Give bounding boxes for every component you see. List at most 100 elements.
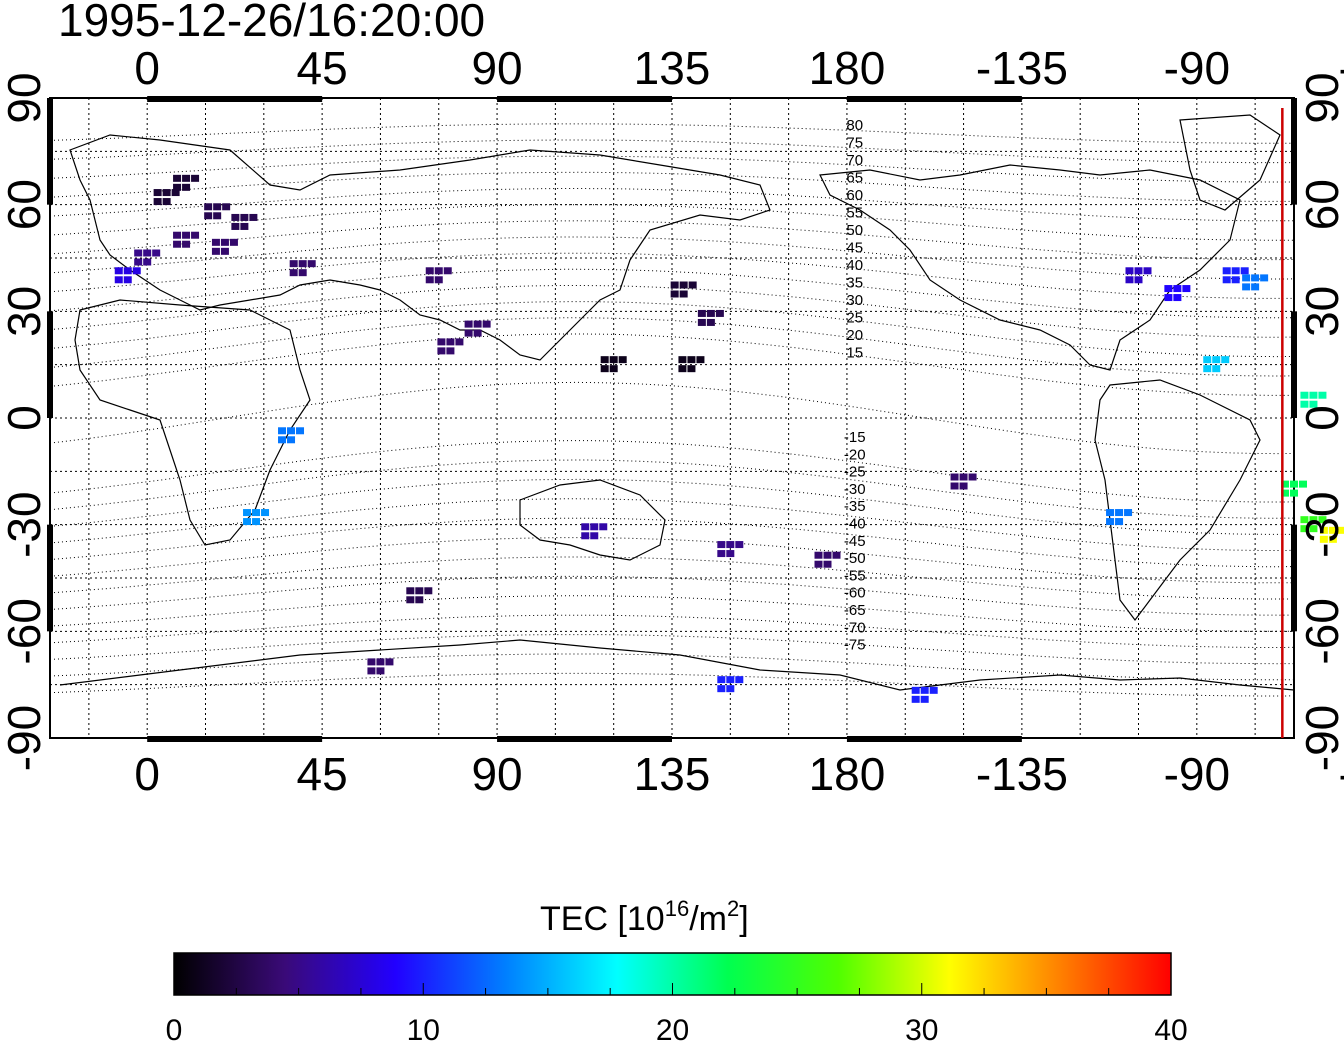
- lon-tick-label-top: 90: [471, 42, 522, 94]
- tec-observation-pixel: [182, 240, 191, 248]
- tec-observation-pixel: [1221, 356, 1230, 364]
- lon-tick-label-top: -90: [1164, 42, 1230, 94]
- tec-observation-pixel: [697, 309, 706, 317]
- lat-ticks-left: 90 60 30 0 -30 -60 -90: [0, 72, 50, 771]
- tec-observation-pixel: [153, 198, 162, 206]
- tec-observation-pixel: [950, 482, 959, 490]
- tec-observations: [114, 174, 1344, 703]
- tec-observation-pixel: [287, 436, 296, 444]
- colorbar-tick-label: 20: [656, 1014, 689, 1047]
- tec-observation-pixel: [600, 365, 609, 373]
- magnetic-latitude-label: -15: [844, 429, 866, 446]
- magnetic-latitude-line: [49, 317, 1295, 377]
- colorbar-label-end: ]: [739, 900, 748, 938]
- magnetic-latitude-label: -30: [844, 481, 866, 498]
- tec-observation-pixel: [278, 436, 287, 444]
- tec-observation-pixel: [289, 260, 298, 268]
- tec-observation-pixel: [609, 356, 618, 364]
- lon-tick-label-bottom: 45: [297, 748, 348, 800]
- tec-observation-pixel: [1319, 526, 1328, 534]
- tec-observation-pixel: [1124, 509, 1133, 517]
- tec-observation-pixel: [911, 695, 920, 703]
- coast-greenland: [1179, 114, 1281, 211]
- lat-tick-label-left: 0: [0, 405, 50, 431]
- tec-observation-pixel: [726, 550, 735, 558]
- tec-observation-pixel: [376, 658, 385, 666]
- colorbar-label-sup2: 2: [727, 896, 739, 921]
- tec-observation-pixel: [278, 427, 287, 435]
- magnetic-latitude-line: [49, 556, 1295, 600]
- tec-observation-pixel: [950, 473, 959, 481]
- timestamp-title: 1995-12-26/16:20:00: [58, 0, 485, 46]
- lat-tick-label-right: 60: [1296, 179, 1344, 230]
- lon-ticks-bottom: 0 45 90 135 180 -135 -90 -45: [134, 748, 1344, 800]
- tec-observation-pixel: [182, 174, 191, 182]
- tec-observation-pixel: [1281, 489, 1289, 497]
- magnetic-latitude-label: 70: [846, 152, 863, 169]
- tec-observation-pixel: [473, 329, 482, 337]
- magnetic-latitude-line: [49, 575, 1295, 616]
- tec-observation-pixel: [434, 276, 443, 284]
- magnetic-latitude-label: 20: [846, 327, 863, 344]
- tec-observation-pixel: [376, 667, 385, 675]
- tec-observation-pixel: [1134, 267, 1143, 275]
- tec-observation-pixel: [123, 267, 132, 275]
- lon-tick-label-top: -45: [1339, 42, 1344, 94]
- tec-observation-pixel: [726, 676, 735, 684]
- tec-observation-pixel: [1318, 516, 1327, 524]
- tec-observation-pixel: [213, 212, 222, 220]
- tec-observation-pixel: [1222, 276, 1231, 284]
- lat-lon-grid: [50, 98, 1294, 738]
- lon-axis-bar: [846, 736, 1022, 742]
- magnetic-latitude-label: -20: [844, 446, 866, 463]
- tec-observation-pixel: [143, 258, 152, 266]
- tec-observation-pixel: [929, 686, 938, 694]
- tec-observation-pixel: [415, 587, 424, 595]
- coast-north-america: [819, 164, 1241, 371]
- lon-tick-label-top: 135: [634, 42, 711, 94]
- colorbar-label-main: TEC [10: [540, 900, 665, 938]
- tec-observation-pixel: [434, 267, 443, 275]
- tec-observation-pixel: [289, 269, 298, 277]
- tec-observation-pixel: [959, 482, 968, 490]
- lat-tick-label-right: -90: [1296, 705, 1344, 771]
- tec-observation-pixel: [211, 238, 220, 246]
- tec-observation-pixel: [243, 518, 252, 526]
- lon-axis-bar: [497, 96, 672, 102]
- lat-tick-label-left: -30: [0, 491, 50, 557]
- tec-observation-pixel: [959, 473, 968, 481]
- magnetic-latitude-label: 15: [846, 345, 863, 362]
- tec-observation-pixel: [823, 551, 832, 559]
- magnetic-latitude-label: 75: [846, 135, 863, 152]
- magnetic-latitude-label: -45: [844, 533, 866, 550]
- tec-observation-pixel: [307, 260, 316, 268]
- tec-observation-pixel: [1290, 489, 1298, 497]
- magnetic-latitude-line: [49, 301, 1295, 358]
- lon-tick-label-top: 0: [134, 42, 160, 94]
- tec-observation-pixel: [1260, 274, 1269, 282]
- lat-axis-bar: [47, 98, 53, 205]
- tec-observation-pixel: [920, 686, 929, 694]
- lat-tick-label-left: 30: [0, 286, 50, 337]
- colorbar-tick-label: 30: [905, 1014, 938, 1047]
- tec-observation-pixel: [1134, 276, 1143, 284]
- tec-observation-pixel: [437, 347, 446, 355]
- tec-observation-pixel: [455, 338, 464, 346]
- lat-ticks-right: 90 60 30 0 -30 -60 -90: [1296, 72, 1344, 771]
- lon-axis-bar: [147, 736, 323, 742]
- tec-observation-pixel: [240, 222, 249, 230]
- tec-observation-pixel: [213, 203, 222, 211]
- tec-observation-pixel: [1309, 516, 1318, 524]
- tec-observation-pixel: [717, 685, 726, 693]
- tec-observation-pixel: [1300, 516, 1309, 524]
- lat-axis-bar: [1291, 311, 1297, 418]
- lon-tick-label-bottom: 180: [809, 748, 886, 800]
- tec-observation-pixel: [581, 532, 590, 540]
- tec-observation-pixel: [1242, 283, 1251, 291]
- tec-observation-pixel: [134, 258, 143, 266]
- tec-observation-pixel: [717, 541, 726, 549]
- tec-observation-pixel: [670, 281, 679, 289]
- coast-south-america: [1094, 379, 1261, 621]
- lat-tick-label-right: -30: [1296, 491, 1344, 557]
